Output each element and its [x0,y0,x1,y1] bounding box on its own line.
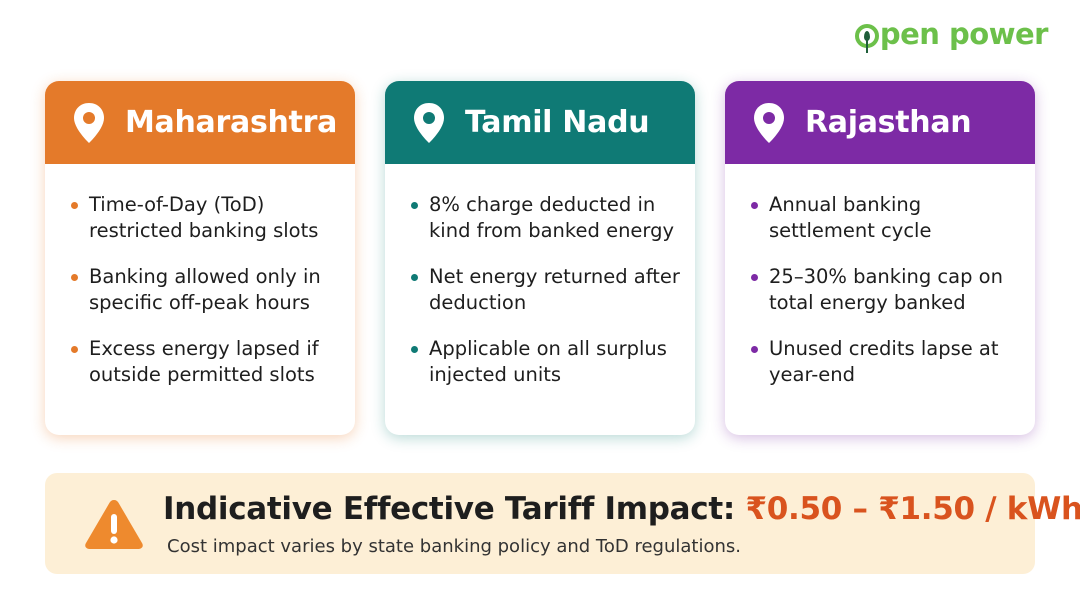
bullet-dot-icon [411,202,418,209]
logo-text: pen power [879,17,1049,51]
bullet-dot-icon [751,274,758,281]
open-power-logo: pen power [854,17,1049,53]
card-rajasthan: Rajasthan Annual banking settlement cycl… [725,81,1035,435]
bullet-item: Banking allowed only in specific off-pea… [71,264,345,316]
card-header: Tamil Nadu [385,81,695,164]
card-tamil-nadu: Tamil Nadu 8% charge deducted in kind fr… [385,81,695,435]
bullet-dot-icon [71,202,78,209]
banner-subtitle: Cost impact varies by state banking poli… [167,536,741,557]
location-pin-icon [74,102,104,143]
card-title: Rajasthan [805,105,972,140]
location-pin-icon [754,102,784,143]
bullet-item: Annual banking settlement cycle [751,192,1025,244]
bullet-item: 25–30% banking cap on total energy banke… [751,264,1025,316]
warning-icon [85,500,143,549]
location-pin-icon [414,102,444,143]
bullet-list: 8% charge deducted in kind from banked e… [385,164,695,388]
bullet-dot-icon [411,274,418,281]
bullet-item: Time-of-Day (ToD) restricted banking slo… [71,192,345,244]
bullet-item: Excess energy lapsed if outside permitte… [71,336,345,388]
card-title: Tamil Nadu [465,105,650,140]
bullet-item: 8% charge deducted in kind from banked e… [411,192,685,244]
state-cards: Maharashtra Time-of-Day (ToD) restricted… [45,81,1035,435]
bullet-list: Time-of-Day (ToD) restricted banking slo… [45,164,355,388]
banner-title-value: ₹0.50 – ₹1.50 / kWh [745,491,1080,527]
bullet-item: Net energy returned after deduction [411,264,685,316]
bullet-item: Unused credits lapse at year-end [751,336,1025,388]
card-title: Maharashtra [125,105,338,140]
card-header: Maharashtra [45,81,355,164]
card-maharashtra: Maharashtra Time-of-Day (ToD) restricted… [45,81,355,435]
card-header: Rajasthan [725,81,1035,164]
bullet-dot-icon [751,346,758,353]
bullet-item: Applicable on all surplus injected units [411,336,685,388]
banner-title-prefix: Indicative Effective Tariff Impact: [163,491,735,527]
logo-power-icon [854,24,879,53]
bullet-list: Annual banking settlement cycle 25–30% b… [725,164,1035,388]
tariff-impact-banner: Indicative Effective Tariff Impact: ₹0.5… [45,473,1080,574]
banner-title: Indicative Effective Tariff Impact: ₹0.5… [163,491,1080,527]
bullet-dot-icon [411,346,418,353]
bullet-dot-icon [71,346,78,353]
bullet-dot-icon [751,202,758,209]
bullet-dot-icon [71,274,78,281]
